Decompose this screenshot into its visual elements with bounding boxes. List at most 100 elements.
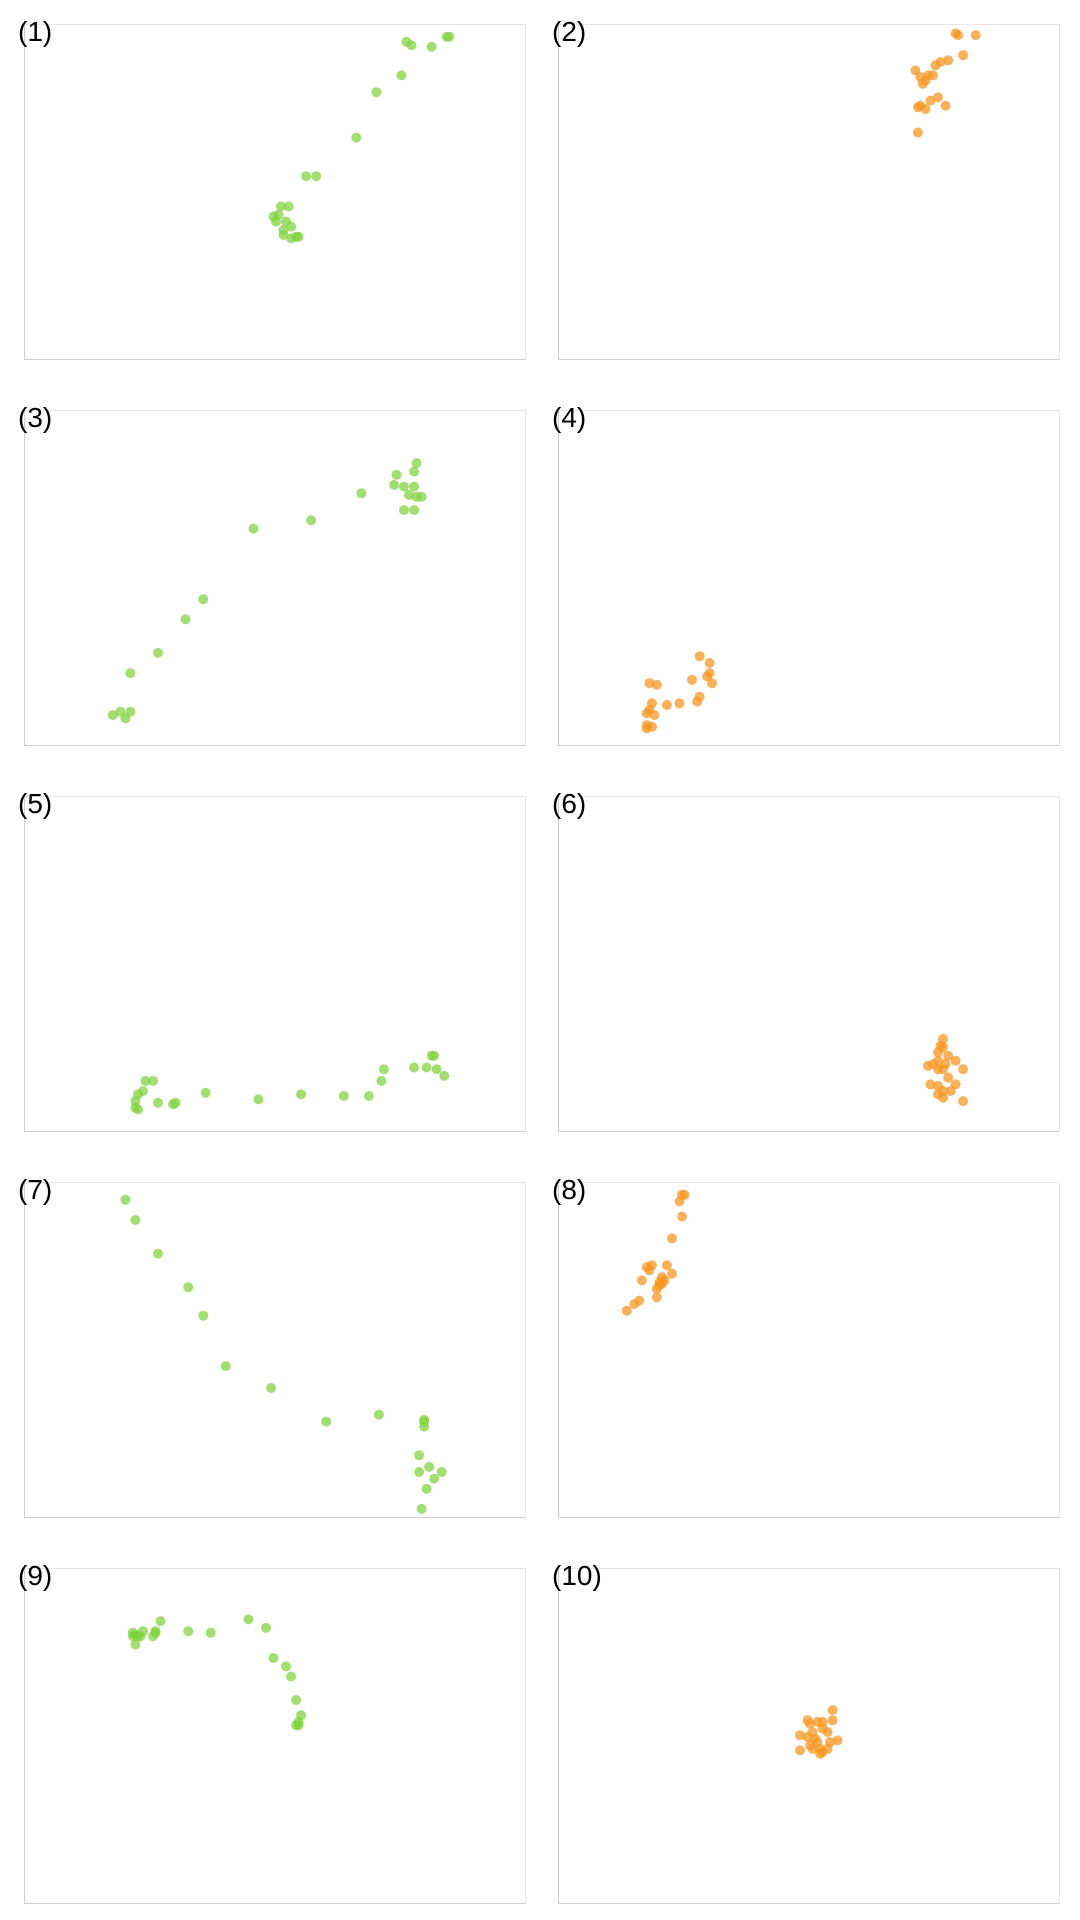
scatter-point [180,614,191,625]
scatter-point [107,710,118,721]
plot-area [24,1568,526,1904]
scatter-point [268,211,279,222]
panel-label: (8) [552,1174,587,1205]
scatter-point [155,1616,166,1627]
scatter-point [930,60,941,71]
scatter-point [135,1631,146,1642]
scatter-point [805,1718,815,1729]
scatter-point [707,678,718,689]
scatter-point [248,523,259,534]
plot-area [558,410,1060,746]
scatter-point [414,1450,425,1461]
scatter-point [641,720,652,731]
scatter-point [311,171,322,182]
scatter-point [409,466,420,477]
scatter-point [399,505,409,516]
scatter-point [396,70,407,81]
scatter-point [296,1089,307,1100]
scatter-point [704,668,715,679]
scatter-plot [910,28,981,138]
scatter-point [286,233,297,244]
scatter-point [281,1661,291,1672]
plot-area [24,796,526,1132]
scatter-point [389,479,399,490]
scatter-panel: (10) [552,1562,1080,1920]
panel-label: (7) [18,1174,53,1205]
scatter-point [253,1094,264,1105]
scatter-point [376,1075,387,1086]
scatter-point [687,674,697,685]
panel-label: (3) [18,402,53,433]
scatter-point [426,41,437,52]
scatter-point [958,1064,969,1075]
scatter-point [920,104,931,114]
scatter-point [923,70,933,81]
scatter-panel: (2) [552,18,1080,404]
scatter-point [917,78,928,89]
scatter-point [419,1421,430,1432]
scatter-point [183,1626,194,1637]
scatter-point [661,700,672,710]
scatter-point [120,1194,131,1205]
scatter-point [306,515,317,526]
scatter-point [414,1467,425,1477]
scatter-point [293,1720,304,1731]
scatter-point [667,1233,677,1244]
scatter-point [373,1409,384,1420]
scatter-point [649,710,660,721]
scatter-point [802,1732,813,1742]
scatter-point [153,1097,163,1108]
scatter-panel: (6) [552,790,1080,1176]
scatter-point [426,1050,437,1061]
scatter-point [293,231,304,242]
panel-label: (5) [18,788,53,819]
scatter-point [943,1050,954,1061]
scatter-point [923,1060,933,1071]
scatter-point [351,132,362,143]
scatter-point [933,92,943,103]
scatter-point [286,1671,297,1682]
scatter-point [822,1727,833,1737]
scatter-point [431,1064,442,1075]
scatter-point [832,1735,843,1746]
panel-label: (10) [552,1560,602,1591]
scatter-plot [268,31,455,244]
scatter-panel: (5) [18,790,558,1176]
scatter-point [416,491,427,502]
panel-label: (9) [18,1560,53,1591]
scatter-point [429,1473,440,1484]
scatter-point [651,1292,662,1303]
scatter-point [391,469,402,480]
scatter-point [198,1310,209,1321]
scatter-point [153,1248,163,1259]
scatter-point [933,1047,943,1058]
scatter-plot [130,1050,450,1115]
scatter-point [938,1064,948,1075]
scatter-point [127,1627,138,1638]
scatter-point [439,1070,450,1081]
scatter-point [321,1416,332,1427]
scatter-point [629,1299,640,1309]
scatter-point [953,30,964,41]
scatter-point [200,1087,211,1098]
scatter-point [283,201,294,212]
scatter-point [667,1268,677,1279]
scatter-point [958,1096,969,1107]
scatter-point [301,171,312,182]
panel-label: (2) [552,16,587,47]
scatter-point [268,1653,279,1663]
scatter-point [807,1743,818,1754]
scatter-point [674,1196,685,1207]
scatter-panel: (9) [18,1562,558,1920]
scatter-point [827,1705,838,1716]
scatter-point [654,1280,665,1291]
scatter-point [651,679,662,690]
scatter-point [220,1361,231,1372]
scatter-point [925,1079,936,1090]
scatter-plot [127,1614,307,1731]
scatter-point [291,1695,302,1705]
scatter-point [621,1305,632,1316]
scatter-point [661,1260,672,1271]
scatter-point [399,481,409,492]
scatter-point [795,1730,805,1741]
